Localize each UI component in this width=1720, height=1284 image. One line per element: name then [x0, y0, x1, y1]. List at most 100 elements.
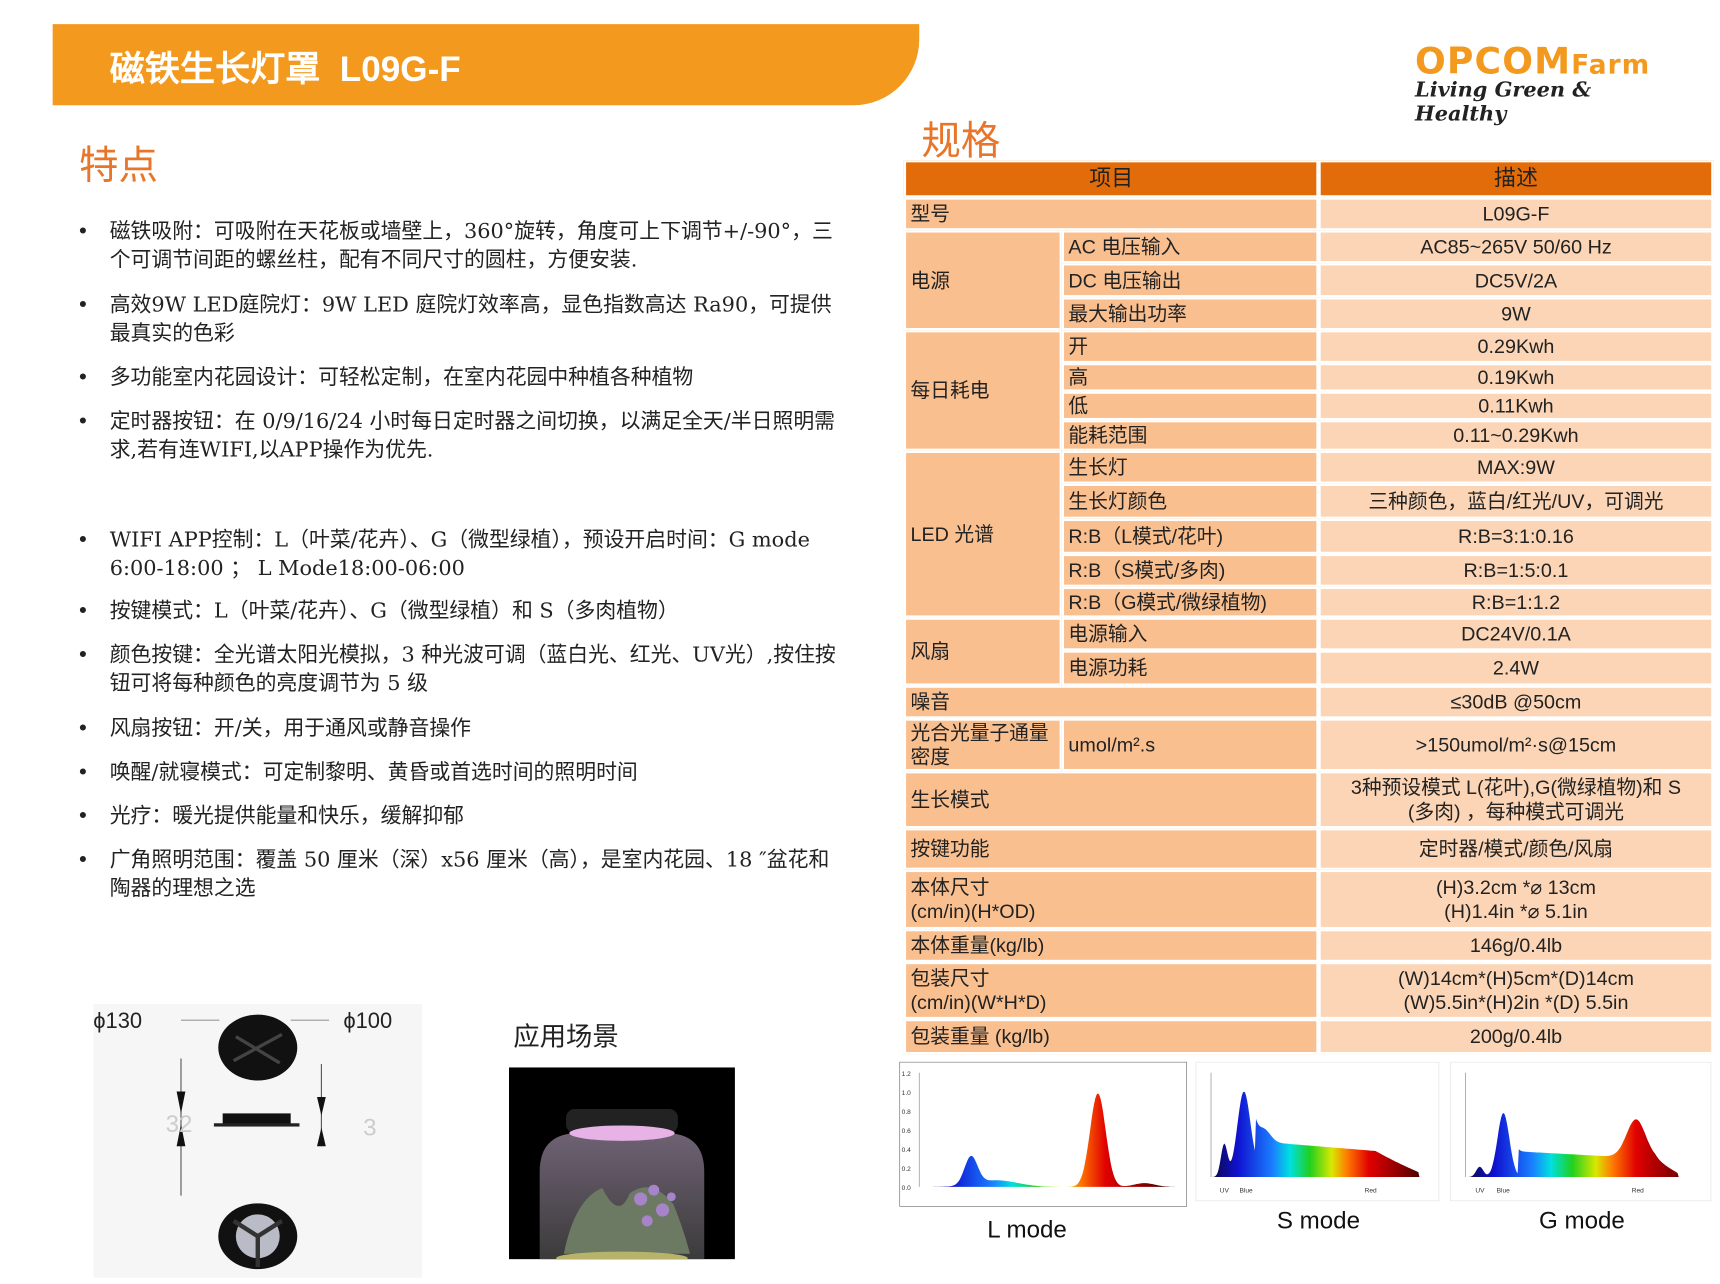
table-row: 高 0.19Kwh	[1061, 363, 1714, 392]
feature-item: 高效9W LED庭院灯：9W LED 庭院灯效率高，显色指数高达 Ra90，可提…	[77, 291, 845, 348]
spec-value: 0.11~0.29Kwh	[1318, 420, 1714, 451]
spec-label: 能耗范围	[1061, 420, 1319, 451]
spec-label: R:B（G模式/微绿植物)	[1061, 586, 1319, 618]
spec-value: DC5V/2A	[1318, 263, 1714, 298]
height-label: 32	[166, 1111, 193, 1138]
dimension-drawing: ϕ130 ϕ100 32 3	[93, 1003, 423, 1278]
feature-item: 多功能室内花园设计：可轻松定制，在室内花园中种植各种植物	[77, 363, 845, 392]
spec-table: 项目 描述 型号 L09G-F 电源 AC 电压输入 AC85~265V 50/60 H…	[903, 160, 1714, 1055]
scene-photo	[508, 1067, 735, 1260]
y-tick-label: 1.0	[902, 1090, 911, 1097]
spec-label: 本体尺寸 (cm/in)(H*OD)	[903, 869, 1319, 930]
spectrum-marker-label: Blue	[1240, 1187, 1254, 1194]
spec-label: AC 电压输入	[1061, 230, 1319, 264]
y-tick-label: 0.2	[902, 1166, 911, 1173]
spectrum-curve	[1211, 1091, 1431, 1178]
table-row-group: 每日耗电开 0.29Kwh 高 0.19Kwh 低 0.11Kwh 能耗范围 0.11~0.2…	[903, 330, 1714, 451]
table-row: R:B（G模式/微绿植物) R:B=1:1.2	[1061, 586, 1714, 618]
table-row: 生长模式 3种预设模式 L(花叶),G(微绿植物)和 S (多肉) ，每种模式可调…	[903, 771, 1714, 829]
spec-value: 9W	[1318, 297, 1714, 331]
y-tick-label: 0.8	[902, 1109, 911, 1116]
scene-heading: 应用场景	[513, 1022, 619, 1052]
spec-group-label: 风扇	[903, 617, 1062, 686]
spec-label: 型号	[903, 197, 1319, 231]
table-row: 生长灯 MAX:9W	[1061, 450, 1714, 484]
spec-label: 本体重量(kg/lb)	[903, 929, 1319, 963]
table-row: 低 0.11Kwh	[1061, 391, 1714, 421]
spec-value: ≤30dB @50cm	[1318, 685, 1714, 719]
table-row: 本体重量(kg/lb) 146g/0.4lb	[903, 929, 1714, 963]
spectrum-chart-2: UV Blue Red	[1195, 1061, 1440, 1202]
spec-value: R:B=3:1:0.16	[1318, 518, 1714, 554]
spec-label: 生长模式	[903, 771, 1319, 829]
y-tick-label: 0.0	[902, 1185, 911, 1192]
y-tick-label: 0.6	[902, 1128, 911, 1135]
table-header-row: 项目 描述	[903, 160, 1714, 198]
spec-value: MAX:9W	[1318, 450, 1714, 484]
spec-value: AC85~265V 50/60 Hz	[1318, 230, 1714, 264]
spectrum-mode-label: S mode	[1276, 1206, 1361, 1235]
spec-label: 开	[1061, 330, 1319, 364]
table-row: R:B（S模式/多肉) R:B=1:5:0.1	[1061, 553, 1714, 587]
spec-label: 电源功耗	[1061, 650, 1319, 686]
spec-label: 低	[1061, 391, 1319, 421]
table-row: DC 电压输出 DC5V/2A	[1061, 263, 1714, 298]
feature-item: 磁铁吸附：可吸附在天花板或墙壁上，360°旋转，角度可上下调节+/-90°，三个…	[77, 217, 845, 274]
spec-value: (H)3.2cm *⌀ 13cm (H)1.4in *⌀ 5.1in	[1318, 869, 1714, 930]
feature-item: WIFI APP控制：L（叶菜/花卉）、G（微型绿植），预设开启时间：G mod…	[77, 525, 845, 582]
table-row: 包装重量 (kg/lb) 200g/0.4lb	[903, 1019, 1714, 1055]
spectrum-chart-1: 1.2 1.0 0.8 0.6 0.4 0.2 0.0	[899, 1061, 1187, 1207]
feature-item: 广角照明范围：覆盖 50 厘米（深）x56 厘米（高），是室内花园、18 ″盆花…	[77, 846, 845, 903]
spectrum-curve	[1465, 1112, 1703, 1178]
spec-label: DC 电压输出	[1061, 263, 1319, 298]
table-row-group: 风扇 电源输入 DC24V/0.1A 电源功耗 2.4W	[903, 617, 1714, 686]
spec-value: 3种预设模式 L(花叶),G(微绿植物)和 S (多肉) ，每种模式可调光	[1318, 771, 1714, 829]
table-row: 能耗范围 0.11~0.29Kwh	[1061, 420, 1714, 451]
feature-item: 风扇按钮：开/关，用于通风或静音操作	[77, 714, 845, 743]
title-banner	[52, 24, 920, 106]
y-tick-label: 1.2	[902, 1071, 911, 1078]
table-row-group: 光合光量子通量 密度 umol/m².s >150umol/m²·s@15cm	[903, 718, 1714, 772]
col-header-desc: 描述	[1318, 160, 1714, 198]
spec-heading: 规格	[921, 118, 1001, 164]
spectrum-marker-label: Red	[1632, 1187, 1644, 1194]
spec-value: 定时器/模式/颜色/风扇	[1318, 828, 1714, 870]
spectrum-marker-label: UV	[1475, 1187, 1485, 1194]
table-row: 型号 L09G-F	[903, 197, 1714, 231]
logo-tagline: Living Green & Healthy	[1415, 77, 1592, 127]
spec-value: 三种颜色，蓝白/红光/UV，可调光	[1318, 483, 1714, 519]
brand-logo: OPCOMFarm Living Green & Healthy	[1415, 39, 1684, 126]
feature-item: 光疗：暖光提供能量和快乐，缓解抑郁	[77, 802, 845, 831]
spectrum-mode-label: G mode	[1539, 1206, 1625, 1235]
table-row-group: LED 光谱 生长灯 MAX:9W 生长灯颜色 三种颜色，蓝白/红光/UV，可调光 R:B…	[903, 450, 1714, 618]
spec-label: 最大输出功率	[1061, 297, 1319, 331]
spec-value: >150umol/m²·s@15cm	[1318, 718, 1714, 772]
spectrum-marker-label: Blue	[1497, 1187, 1511, 1194]
dia-inner-label: ϕ100	[343, 1008, 392, 1033]
y-tick-label: 0.4	[902, 1147, 911, 1154]
table-row: 包装尺寸 (cm/in)(W*H*D) (W)14cm*(H)5cm*(D)14c…	[903, 962, 1714, 1020]
spec-value: DC24V/0.1A	[1318, 617, 1714, 651]
spec-label: 电源输入	[1061, 617, 1319, 651]
table-row: 生长灯颜色 三种颜色，蓝白/红光/UV，可调光	[1061, 483, 1714, 519]
spec-value: R:B=1:1.2	[1318, 586, 1714, 618]
page-title: 磁铁生长灯罩 L09G-F	[109, 49, 461, 89]
spec-label: 高	[1061, 363, 1319, 392]
spectrum-mode-label: L mode	[987, 1215, 1067, 1243]
spec-group-label: LED 光谱	[903, 450, 1062, 618]
spec-label: 包装尺寸 (cm/in)(W*H*D)	[903, 962, 1319, 1020]
logo-brand: OPCOM	[1415, 39, 1572, 83]
spectrum-chart-3: UV Blue Red	[1450, 1061, 1712, 1202]
table-row: 开 0.29Kwh	[1061, 330, 1714, 364]
table-row: umol/m².s >150umol/m²·s@15cm	[1061, 718, 1714, 772]
table-row: AC 电压输入 AC85~265V 50/60 Hz	[1061, 230, 1714, 264]
spec-value: (W)14cm*(H)5cm*(D)14cm (W)5.5in*(H)2in *…	[1318, 962, 1714, 1020]
table-row: 最大输出功率 9W	[1061, 297, 1714, 331]
table-row: R:B（L模式/花叶) R:B=3:1:0.16	[1061, 518, 1714, 554]
spec-value: 0.29Kwh	[1318, 330, 1714, 364]
spec-value: 146g/0.4lb	[1318, 929, 1714, 963]
feature-item: 颜色按键：全光谱太阳光模拟，3 种光波可调（蓝白光、红光、UV光）,按住按钮可将…	[77, 641, 845, 698]
dia-outer-label: ϕ130	[93, 1008, 142, 1033]
feature-item: 按键模式：L（叶菜/花卉）、G（微型绿植）和 S（多肉植物）	[77, 597, 845, 626]
